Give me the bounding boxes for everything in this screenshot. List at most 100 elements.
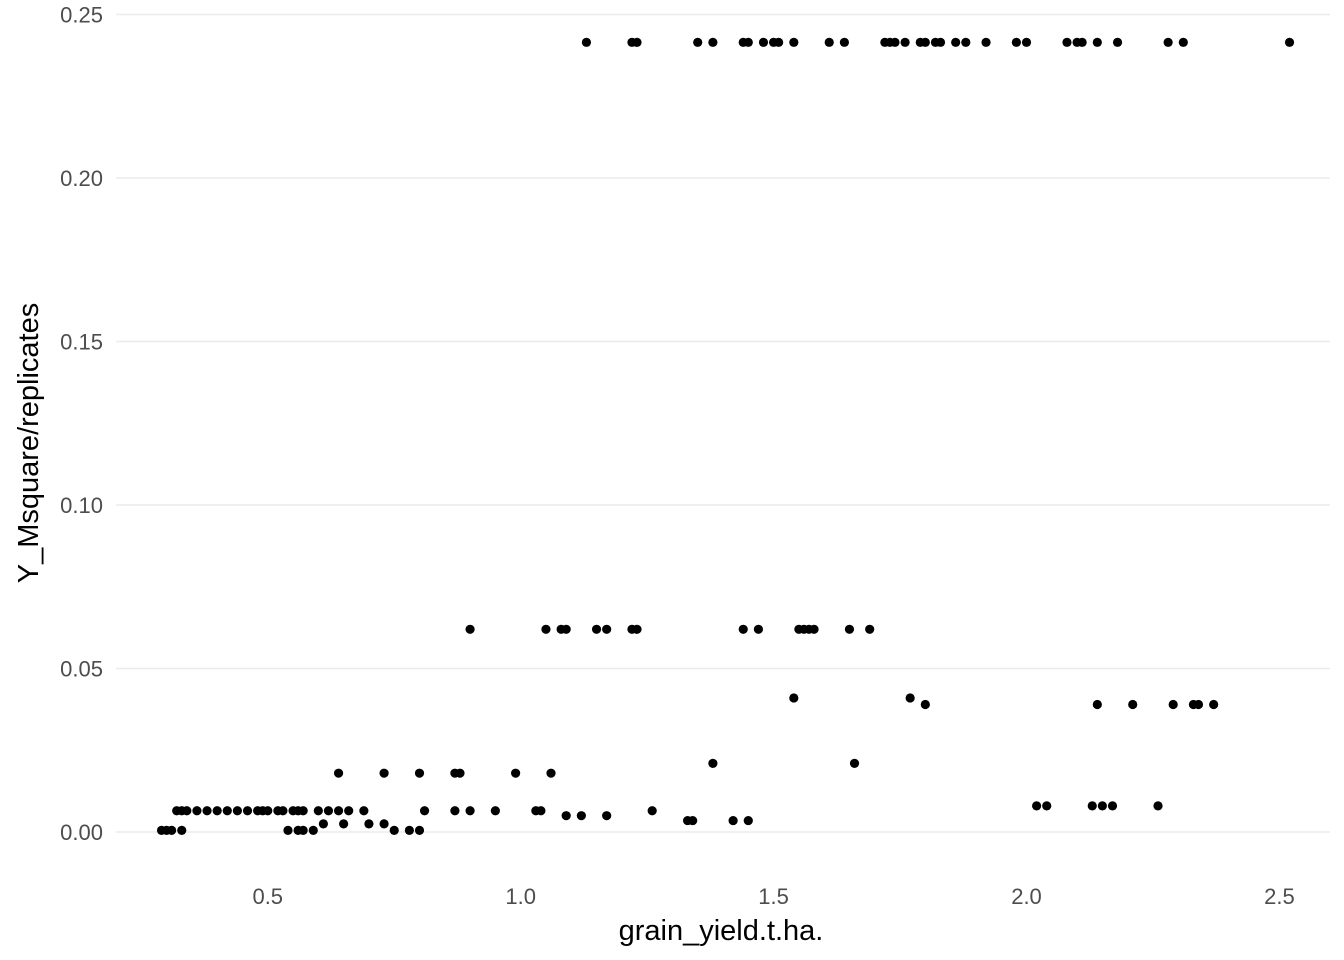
data-point <box>961 37 971 47</box>
data-point <box>333 806 344 816</box>
data-point <box>546 768 556 778</box>
y-tick-label: 0.25 <box>60 3 103 28</box>
y-tick-label: 0.00 <box>60 820 103 845</box>
data-point <box>1077 37 1087 47</box>
data-point <box>1163 37 1173 47</box>
data-point <box>379 768 389 778</box>
x-axis-tick-labels: 0.5 1.0 1.5 2.0 2.5 <box>252 884 1294 909</box>
data-point <box>738 624 748 634</box>
data-point <box>758 37 769 47</box>
data-point <box>465 806 475 816</box>
y-tick-label: 0.15 <box>60 330 103 355</box>
data-point <box>935 37 946 47</box>
data-point <box>1062 37 1072 47</box>
data-point <box>222 806 232 816</box>
data-point <box>1209 699 1219 710</box>
x-tick-label: 2.5 <box>1264 884 1295 909</box>
data-point <box>743 37 753 47</box>
data-point <box>1011 37 1021 47</box>
data-point <box>844 624 855 634</box>
y-tick-label: 0.20 <box>60 166 103 191</box>
data-point <box>344 806 354 816</box>
data-point <box>333 768 344 778</box>
data-point <box>536 806 546 816</box>
data-point <box>323 806 334 816</box>
data-point <box>511 768 521 778</box>
data-point <box>905 693 915 703</box>
data-point <box>1097 801 1107 811</box>
data-point <box>824 37 834 47</box>
data-point <box>465 624 475 634</box>
data-point <box>839 37 850 47</box>
data-point <box>1284 37 1295 47</box>
data-point <box>900 37 910 47</box>
data-point <box>364 819 374 829</box>
data-point <box>202 806 212 816</box>
data-point <box>920 699 930 710</box>
data-point <box>890 37 900 47</box>
x-axis-title: grain_yield.t.ha. <box>619 915 824 947</box>
data-point <box>688 815 698 826</box>
data-point <box>1168 699 1178 710</box>
data-point <box>182 806 192 816</box>
data-point <box>561 811 571 821</box>
data-point <box>389 825 399 835</box>
data-point <box>632 624 642 634</box>
y-tick-label: 0.10 <box>60 493 103 518</box>
data-point <box>561 624 571 634</box>
data-point <box>728 815 738 826</box>
data-point <box>708 37 718 47</box>
data-point <box>1021 37 1032 47</box>
data-point <box>263 806 273 816</box>
data-point <box>753 624 764 634</box>
data-point <box>1178 37 1188 47</box>
data-point <box>414 768 425 778</box>
data-point <box>339 819 349 829</box>
x-tick-label: 1.0 <box>505 884 536 909</box>
y-axis-title: Y_Msquare/replicates <box>13 303 45 583</box>
data-point <box>1112 37 1123 47</box>
y-tick-label: 0.05 <box>60 657 103 682</box>
data-point <box>278 806 288 816</box>
data-point <box>602 624 612 634</box>
data-point <box>774 37 784 47</box>
x-tick-label: 2.0 <box>1011 884 1042 909</box>
data-point <box>647 806 657 816</box>
data-point <box>414 825 425 835</box>
data-point <box>1153 801 1163 811</box>
data-point <box>632 37 642 47</box>
data-point <box>308 825 318 835</box>
data-point <box>541 624 551 634</box>
y-axis-tick-labels: 0.00 0.05 0.10 0.15 0.20 0.25 <box>60 3 103 845</box>
data-point <box>318 819 328 829</box>
data-point <box>591 624 602 634</box>
data-point <box>602 811 612 821</box>
data-point <box>809 624 819 634</box>
data-point <box>1092 37 1102 47</box>
data-point <box>1042 801 1052 811</box>
data-point <box>576 811 586 821</box>
data-point <box>359 806 369 816</box>
data-point <box>1032 801 1042 811</box>
data-point <box>789 37 799 47</box>
data-point <box>232 806 242 816</box>
data-point <box>455 768 465 778</box>
data-point <box>379 819 389 829</box>
data-point <box>920 37 930 47</box>
data-point <box>951 37 961 47</box>
gridlines <box>116 13 1330 833</box>
data-point <box>167 825 177 835</box>
data-point <box>743 815 753 826</box>
x-tick-label: 0.5 <box>252 884 283 909</box>
data-point <box>490 806 500 816</box>
data-point <box>242 806 253 816</box>
data-point <box>192 806 202 816</box>
data-point <box>1092 699 1102 710</box>
data-point <box>1107 801 1118 811</box>
data-point <box>789 693 799 703</box>
data-point <box>450 806 460 816</box>
data-point <box>693 37 703 47</box>
data-point <box>849 758 860 768</box>
data-point <box>419 806 430 816</box>
